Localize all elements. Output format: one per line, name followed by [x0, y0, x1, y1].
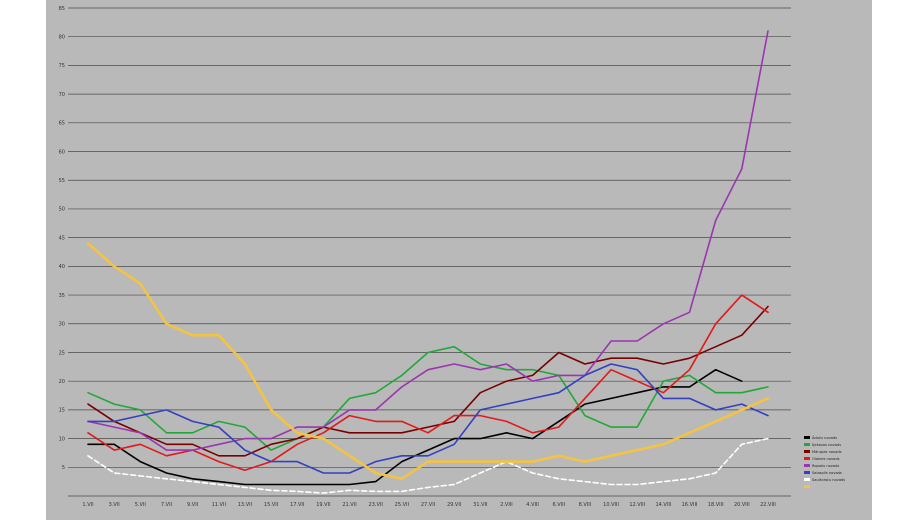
y-tick-label: 25 — [59, 350, 65, 356]
y-tick-label: 45 — [59, 235, 65, 241]
y-tick-label: 15 — [59, 408, 65, 414]
x-tick-label: 7.VII — [161, 502, 172, 508]
x-tick-label: 10.VIII — [603, 502, 619, 508]
x-tick-label: 22.VIII — [760, 502, 776, 508]
legend-swatch — [804, 471, 810, 474]
legend-swatch — [804, 464, 810, 467]
x-tick-label: 3.VII — [109, 502, 120, 508]
legend-swatch — [804, 457, 810, 460]
y-tick-label: 75 — [59, 63, 65, 69]
y-tick-label: 70 — [59, 92, 65, 98]
legend: Ādažu novads Ķekavas novads Mārupes novads… — [804, 435, 845, 488]
x-tick-label: 29.VII — [447, 502, 461, 508]
x-tick-label: 27.VII — [421, 502, 435, 508]
x-tick-label: 31.VII — [473, 502, 487, 508]
y-tick-label: 50 — [59, 207, 65, 213]
x-tick-label: 18.VIII — [708, 502, 724, 508]
y-tick-label: 5 — [62, 465, 65, 471]
legend-label: Ādažu novads — [812, 435, 837, 440]
series-line-4 — [87, 30, 769, 451]
legend-label: Salaspils novads — [812, 471, 842, 475]
x-tick-label: 25.VII — [395, 502, 409, 508]
legend-swatch — [804, 436, 810, 439]
legend-label: Ropažu novads — [812, 464, 839, 468]
x-tick-label: 16.VIII — [682, 502, 698, 508]
x-tick-label: 5.VII — [135, 502, 146, 508]
y-tick-label: 60 — [59, 149, 65, 155]
x-tick-label: 4.VIII — [526, 502, 539, 508]
x-tick-label: 6.VIII — [552, 502, 565, 508]
legend-label: Saulkrastu novads — [812, 478, 845, 482]
x-tick-label: 9.VII — [187, 502, 198, 508]
x-tick-label: 23.VII — [369, 502, 383, 508]
x-tick-label: 11.VII — [212, 502, 226, 508]
y-tick-label: 65 — [59, 121, 65, 127]
x-tick-label: 17.VII — [290, 502, 304, 508]
legend-swatch — [804, 478, 810, 481]
legend-label: Mārupes novads — [812, 450, 842, 454]
series-layer — [86, 30, 770, 494]
legend-label: Ķekavas novads — [812, 443, 841, 447]
x-tick-label: 2.VIII — [500, 502, 513, 508]
x-tick-label: 1.VII — [82, 502, 93, 508]
legend-swatch — [804, 450, 810, 453]
series-line-6 — [87, 437, 769, 494]
y-tick-label: 40 — [59, 264, 65, 270]
grid-layer — [68, 7, 791, 468]
axis-layer: 5 10 15 20 25 30 35 40 45 50 55 60 65 70 75 80 85 1.VII 3.… — [59, 6, 791, 508]
legend-swatch — [804, 443, 810, 446]
series-line-5 — [87, 363, 769, 474]
chart-frame: 5 10 15 20 25 30 35 40 45 50 55 60 65 70 75 80 85 1.VII 3.… — [46, 0, 872, 520]
x-tick-label: 12.VIII — [629, 502, 645, 508]
x-tick-label: 20.VIII — [734, 502, 750, 508]
y-tick-label: 85 — [59, 6, 65, 12]
x-tick-label: 15.VII — [264, 502, 278, 508]
y-tick-label: 55 — [59, 178, 65, 184]
line-chart: 5 10 15 20 25 30 35 40 45 50 55 60 65 70 75 80 85 1.VII 3.… — [59, 6, 846, 508]
series-line-1 — [87, 345, 769, 451]
legend-label: Olaines novads — [812, 457, 840, 461]
x-tick-label: 21.VII — [342, 502, 356, 508]
y-tick-label: 30 — [59, 322, 65, 328]
x-tick-label: 13.VII — [238, 502, 252, 508]
y-tick-label: 80 — [59, 35, 65, 41]
series-line-7 — [86, 242, 770, 481]
y-tick-label: 20 — [59, 379, 65, 385]
x-tick-label: 19.VII — [316, 502, 330, 508]
y-tick-label: 35 — [59, 293, 65, 299]
legend-swatch — [804, 485, 810, 488]
y-tick-label: 10 — [59, 436, 65, 442]
x-tick-label: 8.VIII — [579, 502, 592, 508]
x-tick-label: 14.VIII — [655, 502, 671, 508]
